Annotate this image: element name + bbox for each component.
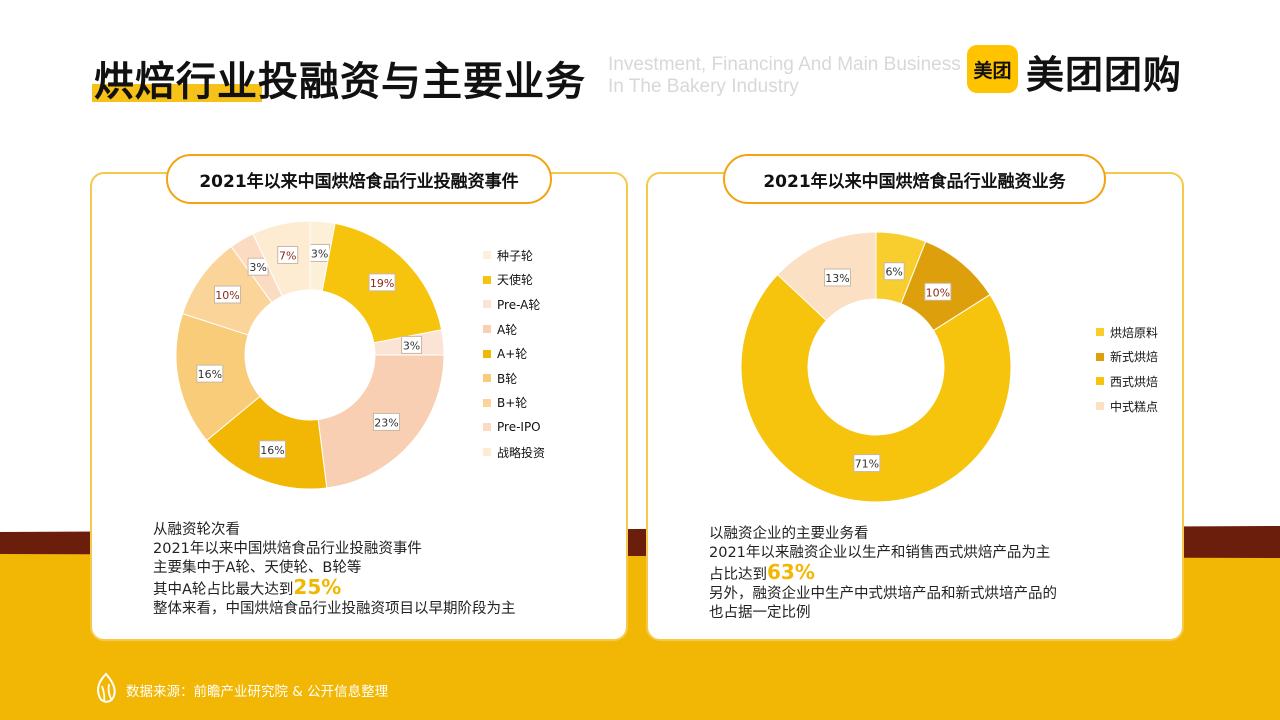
left-note-line-2: 2021年以来中国烘焙食品行业投融资事件: [153, 541, 422, 557]
left-note-line-4-text: 其中A轮占比最大达到: [153, 582, 294, 598]
right-panel-notes: 以融资企业的主要业务看 2021年以来融资企业以生产和销售西式烘焙产品为主 占比…: [709, 525, 1057, 623]
left-note-highlight: 25%: [293, 575, 342, 599]
right-note-line-5: 也占据一定比例: [709, 605, 811, 621]
legend-item-0-1: 天使轮: [483, 268, 545, 293]
legend-item-0-8: 战略投资: [483, 440, 545, 465]
legend-swatch: [1096, 328, 1104, 337]
legend-item-0-6: B+轮: [483, 391, 545, 416]
legend-swatch: [483, 448, 491, 457]
right-note-line-4: 另外，融资企业中生产中式烘培产品和新式烘培产品的: [709, 586, 1057, 602]
legend-swatch: [1096, 402, 1104, 411]
legend-label: A+轮: [497, 347, 528, 362]
left-note-line-4: 其中A轮占比最大达到25%: [153, 575, 516, 600]
legend-label: 新式烘焙: [1110, 350, 1159, 365]
brand-name: 美团团购: [1026, 53, 1183, 97]
legend-item-0-5: B轮: [483, 366, 545, 391]
legend-item-0-0: 种子轮: [483, 243, 545, 268]
legend-swatch: [483, 374, 491, 383]
page-subtitle: Investment, Financing And Main Business …: [608, 54, 968, 98]
legend-label: 烘焙原料: [1110, 325, 1159, 340]
legend-label: 中式糕点: [1110, 399, 1159, 414]
left-note-line-1: 从融资轮次看: [153, 522, 240, 538]
investment-rounds-legend: 种子轮天使轮 Pre-A轮 A轮 A+轮 B轮 B+轮 Pre-IPO 战略投资: [483, 243, 545, 464]
legend-label: 西式烘焙: [1110, 374, 1159, 389]
legend-swatch: [483, 251, 491, 260]
left-panel-title: 2021年以来中国烘焙食品行业投融资事件: [166, 154, 552, 204]
right-note-line-2: 2021年以来融资企业以生产和销售西式烘焙产品为主: [709, 545, 1051, 561]
legend-label: 天使轮: [497, 273, 534, 288]
legend-swatch: [483, 349, 491, 358]
legend-swatch: [483, 275, 491, 284]
legend-item-1-3: 中式糕点: [1096, 394, 1158, 419]
left-panel-notes: 从融资轮次看 2021年以来中国烘焙食品行业投融资事件 主要集中于A轮、天使轮、…: [153, 521, 516, 619]
right-note-line-3-text: 占比达到: [709, 567, 767, 583]
legend-label: 战略投资: [497, 445, 546, 460]
legend-item-0-3: A轮: [483, 317, 545, 342]
data-source-text: 数据来源：前瞻产业研究院 & 公开信息整理: [126, 684, 389, 700]
legend-item-1-1: 新式烘焙: [1096, 345, 1158, 370]
legend-swatch: [483, 300, 491, 309]
right-note-line-1: 以融资企业的主要业务看: [709, 526, 869, 542]
left-note-line-3: 主要集中于A轮、天使轮、B轮等: [153, 560, 362, 576]
subtitle-line-1: Investment, Financing And Main Business: [608, 54, 961, 75]
legend-swatch: [483, 423, 491, 432]
title-highlight-bar: [92, 84, 262, 102]
legend-label: Pre-IPO: [497, 420, 541, 435]
legend-swatch: [483, 325, 491, 334]
legend-item-0-4: A+轮: [483, 341, 545, 366]
left-note-line-5: 整体来看，中国烘焙食品行业投融资项目以早期阶段为主: [153, 601, 516, 617]
legend-swatch: [1096, 377, 1104, 386]
brand-logo-badge: 美团: [967, 45, 1018, 93]
legend-label: A轮: [497, 322, 518, 337]
right-panel-title: 2021年以来中国烘焙食品行业融资业务: [723, 154, 1106, 204]
right-note-highlight: 63%: [767, 560, 815, 584]
legend-label: 种子轮: [497, 248, 534, 263]
subtitle-line-2: In The Bakery Industry: [608, 76, 799, 97]
legend-label: B轮: [497, 371, 518, 386]
legend-label: Pre-A轮: [497, 297, 541, 312]
legend-item-1-0: 烘焙原料: [1096, 320, 1158, 345]
legend-item-0-7: Pre-IPO: [483, 415, 545, 440]
legend-swatch: [483, 398, 491, 407]
page-title: 烘焙行业投融资与主要业务: [94, 59, 586, 105]
legend-item-0-2: Pre-A轮: [483, 292, 545, 317]
business-type-legend: 烘焙原料新式烘焙西式烘焙中式糕点: [1096, 320, 1158, 418]
legend-swatch: [1096, 352, 1104, 361]
legend-label: B+轮: [497, 396, 528, 411]
right-note-line-3: 占比达到63%: [709, 560, 1057, 585]
legend-item-1-2: 西式烘焙: [1096, 369, 1158, 394]
data-source-icon: [97, 672, 116, 703]
